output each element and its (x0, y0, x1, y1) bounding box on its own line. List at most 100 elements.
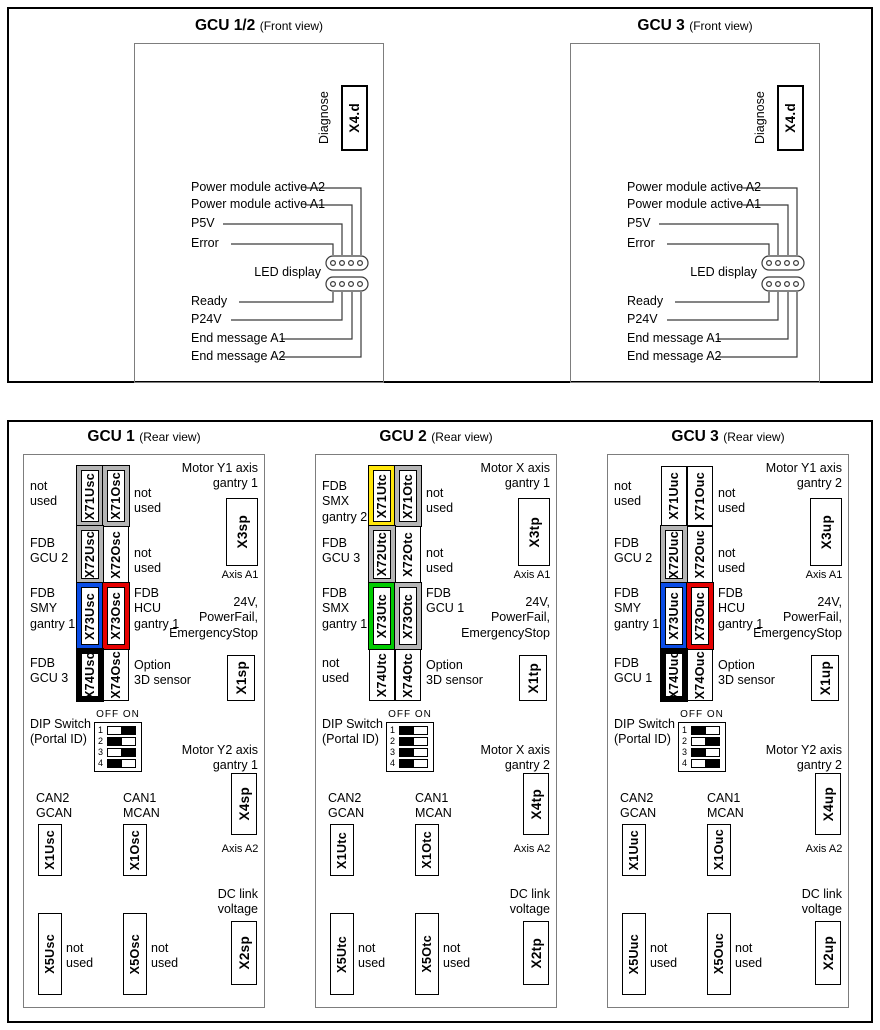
connector-label: X71Ouc (693, 471, 707, 521)
connector-label: X71Utc (375, 473, 389, 519)
connector-label: X3up (818, 514, 834, 550)
connector-x71u: X71Uuc (661, 466, 687, 526)
connector-x74o: X74Ouc (687, 649, 713, 701)
connector-label: X72Otc (401, 532, 415, 577)
connector-x1u: X1Usc (38, 824, 62, 876)
connector-label: X1Osc (128, 829, 142, 871)
dip-switch-block: 1 2 3 4 (678, 722, 726, 772)
connector-right-label-row2: not used (426, 546, 454, 576)
connector-label: X72Ouc (693, 530, 707, 579)
axis-a2-label: Axis A2 (221, 843, 259, 855)
connector-x73o: X73Osc (102, 582, 130, 650)
dip-number: 2 (390, 736, 396, 746)
connector-left-label-row3: FDB SMY gantry 1 (614, 586, 660, 631)
dip-on-label: ON (706, 709, 724, 720)
x5u-note: not used (66, 941, 94, 971)
x5o-note: not used (151, 941, 179, 971)
connector-label: X4sp (236, 787, 252, 821)
axis-a1-label: Axis A1 (805, 569, 843, 581)
connector-x72u: X72Uuc (660, 525, 688, 584)
front-panel-title: GCU 1/2 (Front view) (134, 17, 384, 39)
x5o-note: not used (443, 941, 471, 971)
dip-number: 2 (98, 736, 104, 746)
connector-label: X73Uuc (667, 592, 681, 640)
connector-x2: X2sp (231, 921, 257, 985)
led-wiring-diagram (659, 187, 805, 358)
rear-panel-board: not used FDB GCU 2 FDB SMY gantry 1 FDB … (23, 454, 265, 1008)
connector-label: X73Otc (401, 593, 415, 639)
can2-label: CAN2 GCAN (36, 791, 73, 821)
connector-label: X5Usc (43, 934, 57, 974)
connector-right-label-row4: Option 3D sensor (426, 658, 483, 688)
front-panel-board: Diagnose X4.d (570, 43, 820, 383)
led-display-label: LED display (690, 265, 757, 279)
rear-panel-title: GCU 1 (Rear view) (23, 428, 265, 450)
connector-x5u: X5Usc (38, 913, 62, 995)
connector-label: X71Usc (83, 472, 97, 520)
connector-label: X5Ouc (712, 933, 726, 975)
panel-title-suffix: (Rear view) (431, 430, 493, 444)
can1-label: CAN1 MCAN (123, 791, 160, 821)
connector-x1o: X1Otc (415, 824, 439, 876)
can2-label: CAN2 GCAN (328, 791, 365, 821)
connector-left-label-row4: not used (322, 656, 350, 686)
dip-number: 3 (98, 747, 104, 757)
dip-switch-4 (399, 759, 428, 768)
dip-switch-block: 1 2 3 4 (386, 722, 434, 772)
x5u-note: not used (650, 941, 678, 971)
connector-left-label-row4: FDB GCU 1 (614, 656, 653, 686)
dip-switch-2 (399, 737, 428, 746)
connector-label: X72Utc (375, 532, 389, 577)
connector-label: X3sp (234, 515, 250, 549)
connector-x71u: X71Usc (76, 465, 104, 527)
dip-off-label: OFF (388, 709, 412, 720)
connector-label: X1Uuc (627, 829, 641, 871)
connector-label: X4up (820, 786, 836, 822)
dip-row-4: 4 (682, 759, 722, 768)
dip-row-3: 3 (98, 748, 138, 757)
connector-x73u: X73Usc (76, 582, 104, 650)
connector-x1: X1tp (519, 655, 547, 701)
connector-label: X71Osc (109, 472, 123, 520)
connector-x3: X3tp (518, 498, 550, 566)
connector-x72u: X72Usc (76, 525, 104, 584)
x5u-note: not used (358, 941, 386, 971)
motor-bottom-label: Motor Y2 axis gantry 2 (765, 743, 842, 773)
dip-switch-label: DIP Switch (Portal ID) (322, 717, 383, 747)
connector-label: X5Uuc (627, 933, 641, 975)
dip-row-1: 1 (98, 726, 138, 735)
dip-row-3: 3 (390, 748, 430, 757)
panel-title-suffix: (Rear view) (139, 430, 201, 444)
connector-left-label-row4: FDB GCU 3 (30, 656, 69, 686)
connector-label: X5Utc (335, 935, 349, 973)
led-label-p5v: P5V (191, 216, 215, 230)
connector-right-label-row1: not used (426, 486, 454, 516)
dip-switch-label: DIP Switch (Portal ID) (30, 717, 91, 747)
dip-row-2: 2 (390, 737, 430, 746)
dc-link-label: DC link voltage (217, 887, 258, 917)
panel-title-text: GCU 1 (87, 428, 135, 445)
connector-label: X74Uuc (667, 651, 681, 699)
connector-label: X74Utc (375, 652, 389, 698)
connector-label: X3tp (526, 516, 542, 548)
connector-label: X1tp (525, 662, 541, 694)
connector-x72o: X72Otc (395, 526, 421, 583)
connector-label: X1Utc (335, 831, 349, 869)
connector-label: X74Ouc (693, 650, 707, 700)
dip-number: 3 (390, 747, 396, 757)
connector-x73o: X73Otc (394, 582, 422, 650)
connector-x5o: X5Osc (123, 913, 147, 995)
connector-label: X4tp (528, 788, 544, 820)
connector-right-label-row2: not used (134, 546, 162, 576)
dip-off-label: OFF (680, 709, 704, 720)
connector-label: X73Osc (109, 592, 123, 640)
connector-x74o: X74Otc (395, 649, 421, 701)
connector-left-label-row3: FDB SMX gantry 1 (322, 586, 368, 631)
connector-x74u: X74Usc (76, 648, 104, 702)
connector-x1o: X1Ouc (707, 824, 731, 876)
connector-label: X2sp (236, 936, 252, 970)
dc-link-label: DC link voltage (801, 887, 842, 917)
led-label-end-a1: End message A1 (191, 331, 286, 345)
dip-switch-1 (399, 726, 428, 735)
connector-x72u: X72Utc (368, 525, 396, 584)
